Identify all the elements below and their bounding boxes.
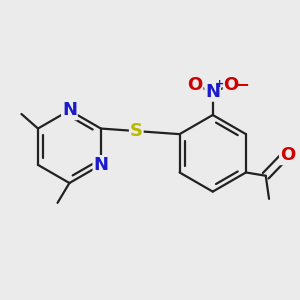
Text: −: − xyxy=(235,75,249,93)
Text: O: O xyxy=(187,76,202,94)
Text: N: N xyxy=(205,83,220,101)
Text: O: O xyxy=(280,146,295,164)
Text: N: N xyxy=(93,156,108,174)
Text: +: + xyxy=(215,79,224,89)
Text: O: O xyxy=(224,76,239,94)
Text: N: N xyxy=(62,101,77,119)
Text: S: S xyxy=(130,122,143,140)
